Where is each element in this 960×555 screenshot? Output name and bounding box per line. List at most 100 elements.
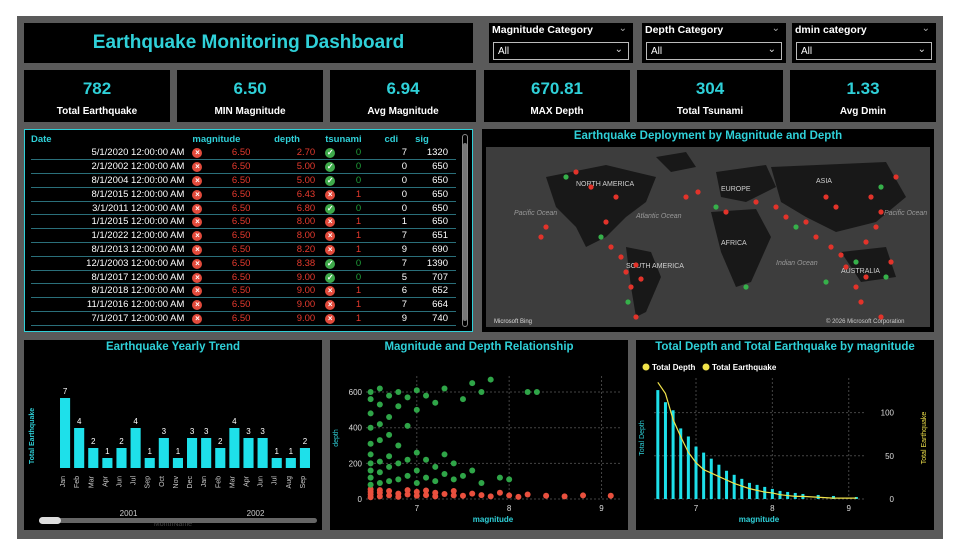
tick-label: Jun [117, 476, 124, 487]
chevron-down-icon[interactable]: ⌄ [771, 23, 780, 34]
scatter-point [395, 490, 402, 497]
slicer-dropdown[interactable]: All ⌄ [796, 42, 932, 60]
depth-bar [831, 495, 835, 499]
table-row[interactable]: 8/1/2017 12:00:00 AM × 6.50 9.00 ✓ 0 5 707 [31, 270, 456, 285]
table-row[interactable]: 8/1/2004 12:00:00 AM × 6.50 5.00 ✓ 0 0 650 [31, 173, 456, 188]
scatter-point [524, 491, 531, 498]
table-row[interactable]: 8/1/2018 12:00:00 AM × 6.50 9.00 × 1 6 652 [31, 283, 456, 299]
table-row[interactable]: 1/1/2022 12:00:00 AM × 6.50 8.00 × 1 7 651 [31, 228, 456, 244]
chevron-down-icon[interactable]: ⌄ [618, 23, 627, 34]
scatter-point [367, 396, 374, 403]
scatter-point [561, 493, 568, 500]
slicer-0[interactable]: Magnitude Category ⌄ All ⌄ [489, 23, 633, 63]
scatter-point [376, 487, 383, 494]
slicer-dropdown[interactable]: All ⌄ [493, 42, 629, 60]
column-header[interactable]: sig [415, 134, 429, 145]
sig-cell: 651 [415, 228, 456, 244]
quake-point [618, 254, 624, 260]
column-header[interactable]: tsunami [325, 134, 362, 145]
chart-title: Magnitude and Depth Relationship [384, 341, 574, 353]
table-scrollbar[interactable] [462, 134, 468, 327]
table-row[interactable]: 7/1/2017 12:00:00 AM × 6.50 9.00 × 1 9 740 [31, 311, 456, 326]
tick-label: Dec [187, 476, 194, 489]
scatter-point [432, 489, 439, 496]
cdi-cell: 9 [384, 311, 416, 326]
scatter-point [386, 414, 393, 420]
trend-bar [201, 438, 212, 468]
magnitude-cell: 6.50 [231, 188, 251, 200]
column-header[interactable]: magnitude [192, 134, 241, 145]
table-row[interactable]: 2/1/2002 12:00:00 AM × 6.50 5.00 ✓ 0 0 650 [31, 159, 456, 175]
legend-label: Total Depth [652, 363, 696, 372]
scatter-point [524, 389, 531, 396]
quake-point [813, 234, 819, 240]
chevron-down-icon[interactable]: ⌄ [921, 23, 930, 34]
legend-swatch [702, 363, 710, 371]
dashboard-title: Earthquake Monitoring Dashboard [24, 23, 473, 63]
scatter-point [423, 456, 430, 463]
cdi-cell: 0 [384, 187, 416, 202]
quake-point [573, 169, 579, 175]
table-row[interactable]: 12/1/2003 12:00:00 AM × 6.50 8.38 ✓ 0 7 1390 [31, 256, 456, 271]
slicer-1[interactable]: Depth Category ⌄ All ⌄ [642, 23, 786, 63]
column-header[interactable]: Date [31, 134, 52, 145]
quake-point [858, 299, 864, 305]
data-label: 4 [133, 417, 138, 426]
data-label: 4 [77, 417, 82, 426]
tick-label: Sep [300, 476, 307, 489]
table-row[interactable]: 8/1/2015 12:00:00 AM × 6.50 6.43 × 1 0 650 [31, 187, 456, 202]
x-circle-icon: × [192, 175, 203, 186]
scrollbar-thumb[interactable] [463, 143, 467, 321]
column-header[interactable]: cdi [384, 134, 399, 145]
scatter-point [432, 399, 439, 406]
quake-point [538, 234, 544, 240]
kpi-value: 1.33 [846, 79, 880, 98]
cdi-cell: 7 [384, 297, 416, 313]
scatter-point [413, 449, 420, 456]
axis-label: Total Depth [639, 420, 646, 456]
trend-bar [285, 458, 296, 468]
data-label: 1 [105, 447, 110, 456]
depth-bar [854, 496, 858, 499]
map-attribution: © 2026 Microsoft Corporation [826, 318, 904, 325]
scatter-point [423, 392, 430, 399]
table-row[interactable]: 3/1/2011 12:00:00 AM × 6.50 6.80 ✓ 0 0 650 [31, 201, 456, 216]
scatter-chart: Magnitude and Depth Relationship 0 200 400… [330, 340, 628, 530]
table-row[interactable]: 11/1/2016 12:00:00 AM × 6.50 9.00 × 1 7 664 [31, 297, 456, 313]
quake-point [628, 284, 634, 290]
column-header[interactable]: depth [274, 134, 300, 145]
kpi-value: 6.94 [386, 79, 420, 98]
sig-cell: 1320 [415, 146, 456, 161]
table-row[interactable]: 5/1/2020 12:00:00 AM × 6.50 2.70 ✓ 0 7 1320 [31, 146, 456, 161]
data-label: 2 [119, 437, 124, 446]
world-map[interactable]: NORTH AMERICA EUROPE ASIA AFRICA SOUTH AMERI… [486, 147, 930, 327]
data-label: 1 [274, 447, 279, 456]
scatter-point [404, 422, 411, 429]
quake-point [623, 269, 629, 275]
map-label: ASIA [816, 178, 832, 185]
slicer-2[interactable]: dmin category ⌄ All ⌄ [792, 23, 936, 63]
scatter-point [469, 490, 476, 497]
tsunami-cell: 1 [355, 285, 362, 297]
date-cell: 8/1/2013 12:00:00 AM [31, 242, 193, 257]
earthquake-table: Date magnitude depth tsunami cdi sig 5/1/2020… [24, 129, 473, 332]
sig-cell: 650 [415, 214, 456, 230]
quake-point [803, 219, 809, 225]
axis-label: Total Earthquake [29, 408, 36, 464]
data-label: 4 [232, 417, 237, 426]
slicer-dropdown[interactable]: All ⌄ [646, 42, 782, 60]
cdi-cell: 5 [384, 270, 416, 285]
table-row[interactable]: 8/1/2013 12:00:00 AM × 6.50 8.20 × 1 9 690 [31, 242, 456, 257]
x-circle-icon: × [192, 300, 203, 311]
map-visual[interactable]: Earthquake Deployment by Magnitude and D… [482, 129, 934, 332]
quake-point [638, 276, 644, 282]
map-label: EUROPE [721, 186, 751, 193]
tsunami-cell: 0 [355, 202, 362, 214]
scatter-point [395, 442, 402, 449]
tsunami-cell: 0 [355, 271, 362, 283]
data-label: 3 [260, 427, 265, 436]
table-row[interactable]: 1/1/2015 12:00:00 AM × 6.50 8.00 × 1 1 650 [31, 214, 456, 230]
quake-point [793, 224, 799, 230]
scatter-point [386, 478, 393, 485]
scatter-point [367, 460, 374, 467]
